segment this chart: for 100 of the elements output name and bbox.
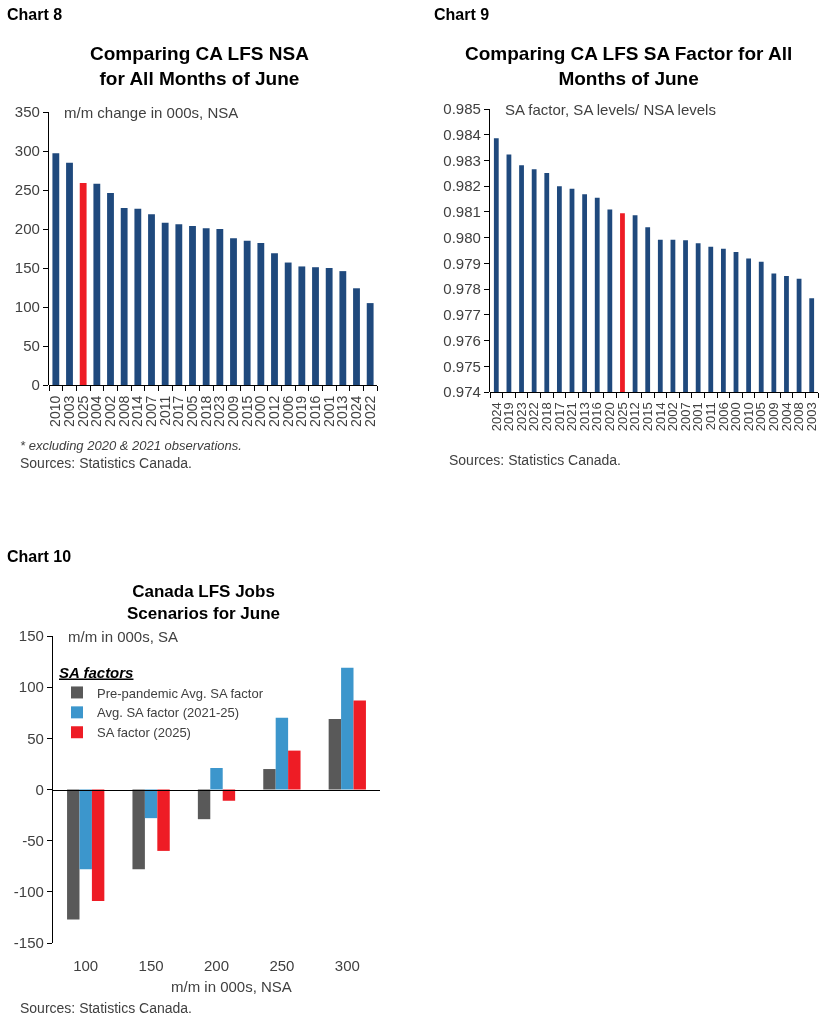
x-tick-label: 2014: [652, 402, 668, 432]
x-tick-label: 150: [138, 956, 164, 974]
bar: [52, 153, 60, 385]
text: * excluding 2020 & 2021 observations.: [20, 438, 242, 453]
y-tick-label: 150: [18, 627, 44, 645]
bar: [66, 162, 73, 385]
y-tick-label: 0.983: [443, 151, 481, 169]
y-tick-label: 0.979: [443, 254, 481, 272]
bar: [328, 718, 342, 790]
y-tick-label: 0.984: [443, 125, 481, 143]
bar: [93, 183, 101, 385]
y-tick-label: 150: [14, 259, 40, 277]
bar: [197, 789, 211, 820]
y-tick-label: 0.985: [443, 100, 481, 118]
bar: [161, 222, 169, 385]
y-tick-label: 50: [23, 337, 40, 355]
bar: [132, 789, 145, 870]
y-tick-label: 50: [27, 729, 44, 747]
bar: [216, 229, 224, 385]
y-axis-title: SA factor, SA levels/ NSA levels: [505, 101, 716, 118]
source-note: Sources: Statistics Canada.: [449, 452, 621, 468]
bar: [275, 717, 289, 790]
bar: [79, 182, 87, 385]
bar: [148, 214, 155, 385]
y-tick-label: 0: [31, 376, 40, 394]
bar: [79, 789, 92, 870]
x-tick-label: 2017: [551, 402, 567, 432]
source-note: Sources: Statistics Canada.: [20, 1000, 192, 1016]
bar: [353, 288, 360, 385]
chart-title: Canada LFS Jobs Scenarios for June: [127, 582, 281, 624]
bar: [107, 193, 114, 385]
bar: [243, 240, 251, 385]
x-tick-label: 2010: [47, 395, 64, 427]
chart-title: Comparing CA LFS SA Factor for All Months of June: [465, 43, 793, 89]
y-tick-label: 0.976: [443, 331, 481, 349]
y-axis-title: m/m change in 000s, NSA: [64, 104, 239, 121]
legend-label: SA factor (2025): [97, 725, 191, 741]
bar: [202, 228, 210, 385]
y-tick-label: 0.982: [443, 177, 481, 195]
x-tick-label: 300: [334, 956, 360, 974]
bar: [284, 262, 292, 385]
bar: [157, 789, 170, 851]
x-tick-label: 200: [203, 956, 230, 974]
bar: [339, 271, 347, 385]
bar: [353, 700, 366, 790]
bar: [288, 750, 301, 790]
bar: [91, 789, 105, 902]
x-tick-label: 2023: [211, 395, 228, 427]
bar: [257, 243, 265, 385]
y-axis-title: m/m in 000s, SA: [68, 628, 179, 645]
y-tick-label: -100: [13, 883, 44, 901]
legend-title: SA factors: [59, 663, 134, 681]
y-tick-label: 100: [18, 678, 44, 696]
y-tick-label: 0.978: [443, 280, 481, 298]
x-tick-label: 2004: [88, 395, 105, 427]
bar: [175, 224, 183, 385]
y-tick-label: 300: [14, 142, 40, 160]
bar: [67, 789, 80, 920]
x-tick-label: 2014: [129, 395, 146, 427]
caption: Chart 10: [7, 548, 72, 565]
y-tick-label: -150: [13, 934, 44, 952]
x-tick-label: 2006: [715, 402, 731, 432]
y-tick-label: 250: [14, 181, 40, 199]
y-tick-label: 0.975: [443, 357, 481, 375]
y-tick-label: 350: [14, 103, 40, 121]
x-axis-title: m/m in 000s, NSA: [171, 978, 292, 995]
bar: [230, 238, 237, 385]
x-tick-label: 2016: [589, 402, 605, 432]
caption: Chart 9: [434, 6, 490, 23]
y-tick-label: 0.974: [443, 383, 481, 401]
bar: [144, 789, 158, 819]
bar: [134, 208, 142, 385]
y-tick-label: 0.980: [443, 228, 481, 246]
bar: [120, 207, 128, 385]
bar: [210, 768, 223, 790]
bar: [366, 303, 374, 385]
bar: [263, 769, 276, 790]
bar: [298, 266, 306, 385]
source-note: Sources: Statistics Canada.: [20, 455, 192, 471]
y-tick-label: 100: [14, 298, 40, 316]
bar: [325, 268, 333, 385]
caption: Chart 8: [7, 6, 63, 23]
bar: [312, 267, 319, 385]
x-tick-label: 2017: [170, 395, 187, 427]
x-tick-label: 2013: [334, 395, 351, 427]
bar: [189, 225, 196, 385]
y-tick-label: 0.977: [443, 306, 481, 324]
legend-label: Pre-pandemic Avg. SA factor: [97, 685, 264, 701]
x-tick-label: 2024: [488, 402, 504, 432]
y-tick-label: 0.981: [443, 203, 481, 221]
y-tick-label: 200: [14, 220, 40, 238]
bar: [271, 253, 278, 385]
x-tick-label: 250: [269, 956, 295, 974]
x-tick-label: 2019: [293, 395, 310, 427]
legend-label: Avg. SA factor (2021-25): [97, 705, 240, 721]
y-tick-label: 0: [35, 780, 44, 798]
x-tick-label: 2000: [252, 395, 269, 427]
bar: [341, 667, 354, 790]
y-tick-label: -50: [22, 831, 44, 849]
x-tick-label: 100: [73, 956, 99, 974]
